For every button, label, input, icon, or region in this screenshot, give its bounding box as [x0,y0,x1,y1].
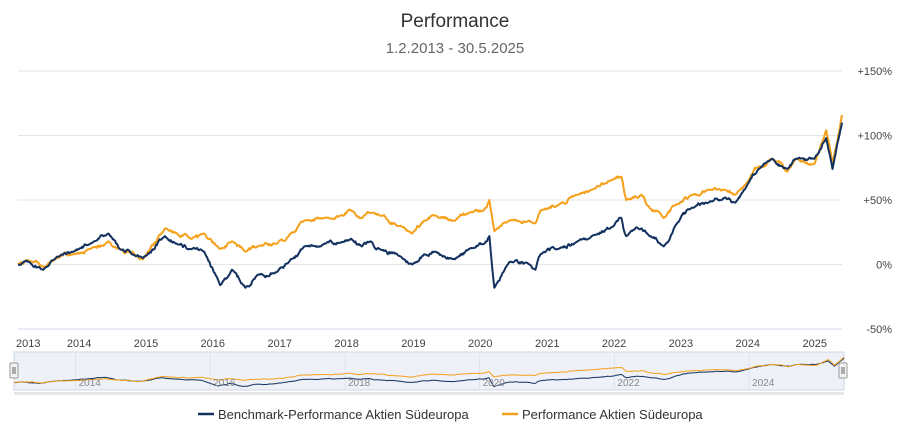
x-tick-label: 2016 [201,338,225,350]
navigator-handle-left[interactable] [9,362,19,379]
x-tick-label: 2013 [16,338,40,350]
x-tick-label: 2018 [334,338,358,350]
navigator-tick-label: 2014 [79,378,102,389]
y-axis-labels: -50% 0% +50% +100% +150% [857,66,892,336]
legend: Benchmark-Performance Aktien Südeuropa P… [198,407,703,422]
x-tick-label: 2025 [802,338,826,350]
navigator-line-fund [13,356,845,384]
chart-subtitle: 1.2.2013 - 30.5.2025 [386,40,524,57]
navigator-background [13,351,845,391]
navigator-labels: 2014 2016 2018 2020 2022 2024 [79,378,775,389]
navigator-grid [75,352,750,390]
navigator-tick-label: 2016 [213,378,236,389]
x-tick-label: 2024 [735,338,759,350]
y-tick-label: +50% [864,195,893,207]
y-tick-label: 0% [876,260,892,272]
legend-label-benchmark: Benchmark-Performance Aktien Südeuropa [218,407,470,422]
x-tick-label: 2023 [669,338,693,350]
x-tick-label: 2019 [401,338,425,350]
navigator-tick-label: 2018 [348,378,371,389]
x-axis-labels: 2013 2014 2015 2016 2017 2018 2019 2020 2021 2022… [16,338,827,350]
x-tick-label: 2017 [268,338,292,350]
x-tick-label: 2020 [468,338,492,350]
plot-area [17,114,843,289]
y-tick-label: -50% [866,324,892,336]
navigator[interactable]: 2014 2016 2018 2020 2022 2024 [9,351,848,391]
navigator-tick-label: 2024 [752,378,775,389]
x-tick-label: 2021 [535,338,559,350]
series-line-fund [17,114,843,269]
navigator-scrollbar[interactable] [14,392,844,395]
legend-item-fund[interactable]: Performance Aktien Südeuropa [502,407,703,422]
x-tick-label: 2015 [134,338,158,350]
legend-label-fund: Performance Aktien Südeuropa [522,407,703,422]
navigator-tick-label: 2020 [483,378,506,389]
navigator-handle-right[interactable] [838,362,848,379]
navigator-tick-label: 2022 [617,378,640,389]
y-tick-label: +100% [857,131,892,143]
y-tick-label: +150% [857,66,892,78]
chart-title: Performance [401,11,510,32]
legend-item-benchmark[interactable]: Benchmark-Performance Aktien Südeuropa [198,407,470,422]
x-tick-label: 2014 [67,338,91,350]
x-tick-label: 2022 [602,338,626,350]
series-line-benchmark [17,122,843,289]
